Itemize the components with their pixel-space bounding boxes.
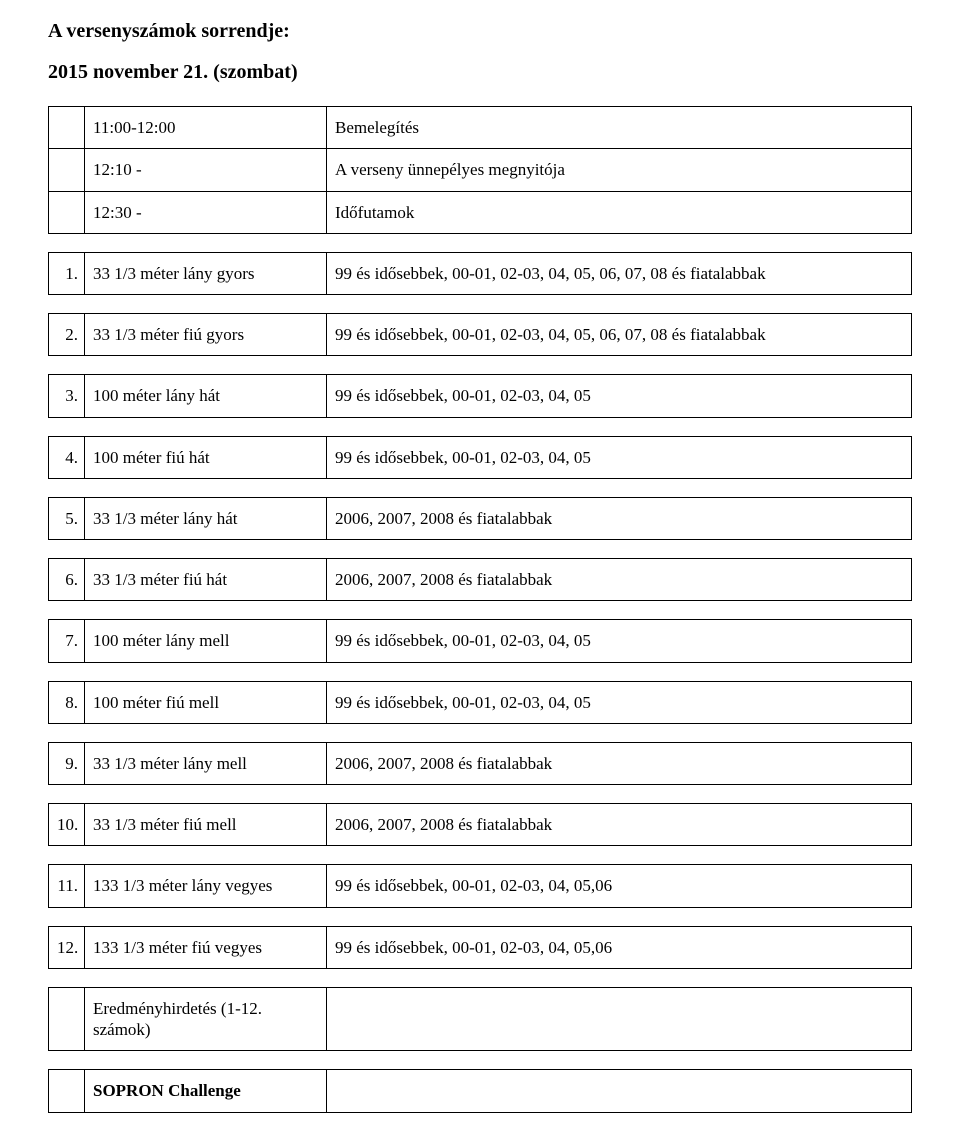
closing-empty bbox=[327, 1070, 912, 1112]
table-row: SOPRON Challenge bbox=[49, 1070, 912, 1112]
event-name: 133 1/3 méter fiú vegyes bbox=[85, 926, 327, 968]
event-name: 100 méter lány hát bbox=[85, 375, 327, 417]
event-number: 2. bbox=[49, 314, 85, 356]
spacer-table bbox=[48, 234, 912, 252]
event-category: 99 és idősebbek, 00-01, 02-03, 04, 05, 0… bbox=[327, 252, 912, 294]
event-category: 99 és idősebbek, 00-01, 02-03, 04, 05 bbox=[327, 436, 912, 478]
event-number: 5. bbox=[49, 497, 85, 539]
event-category: 2006, 2007, 2008 és fiatalabbak bbox=[327, 804, 912, 846]
table-row: Eredményhirdetés (1-12. számok) bbox=[49, 987, 912, 1051]
table-row: 8. 100 méter fiú mell 99 és idősebbek, 0… bbox=[49, 681, 912, 723]
event-number bbox=[49, 1070, 85, 1112]
spacer-row bbox=[49, 295, 912, 314]
table-row: 5. 33 1/3 méter lány hát 2006, 2007, 200… bbox=[49, 497, 912, 539]
event-number: 9. bbox=[49, 742, 85, 784]
event-number: 7. bbox=[49, 620, 85, 662]
spacer-row bbox=[49, 540, 912, 559]
table-row: 9. 33 1/3 méter lány mell 2006, 2007, 20… bbox=[49, 742, 912, 784]
table-row: 11. 133 1/3 méter lány vegyes 99 és idős… bbox=[49, 865, 912, 907]
page-title: A versenyszámok sorrendje: bbox=[48, 20, 912, 43]
closing-empty bbox=[327, 987, 912, 1051]
cell-desc: A verseny ünnepélyes megnyitója bbox=[327, 149, 912, 191]
page: A versenyszámok sorrendje: 2015 november… bbox=[0, 0, 960, 1145]
table-row: 3. 100 méter lány hát 99 és idősebbek, 0… bbox=[49, 375, 912, 417]
table-row: 12:10 - A verseny ünnepélyes megnyitója bbox=[49, 149, 912, 191]
event-name: 33 1/3 méter lány gyors bbox=[85, 252, 327, 294]
spacer-row bbox=[49, 478, 912, 497]
event-category: 99 és idősebbek, 00-01, 02-03, 04, 05 bbox=[327, 681, 912, 723]
event-name: 33 1/3 méter lány hát bbox=[85, 497, 327, 539]
events-table: 1. 33 1/3 méter lány gyors 99 és idősebb… bbox=[48, 252, 912, 1113]
spacer-row bbox=[49, 968, 912, 987]
table-row: 10. 33 1/3 méter fiú mell 2006, 2007, 20… bbox=[49, 804, 912, 846]
cell-empty bbox=[49, 149, 85, 191]
spacer-row bbox=[49, 662, 912, 681]
cell-time: 11:00-12:00 bbox=[85, 107, 327, 149]
event-number: 1. bbox=[49, 252, 85, 294]
event-name: 33 1/3 méter lány mell bbox=[85, 742, 327, 784]
event-name: 33 1/3 méter fiú gyors bbox=[85, 314, 327, 356]
event-number: 12. bbox=[49, 926, 85, 968]
table-row: 7. 100 méter lány mell 99 és idősebbek, … bbox=[49, 620, 912, 662]
event-number: 11. bbox=[49, 865, 85, 907]
event-category: 99 és idősebbek, 00-01, 02-03, 04, 05 bbox=[327, 620, 912, 662]
event-number bbox=[49, 987, 85, 1051]
event-category: 99 és idősebbek, 00-01, 02-03, 04, 05, 0… bbox=[327, 314, 912, 356]
cell-time: 12:10 - bbox=[85, 149, 327, 191]
event-category: 2006, 2007, 2008 és fiatalabbak bbox=[327, 742, 912, 784]
spacer-row bbox=[49, 1051, 912, 1070]
event-number: 8. bbox=[49, 681, 85, 723]
event-name: 133 1/3 méter lány vegyes bbox=[85, 865, 327, 907]
event-name: 100 méter fiú mell bbox=[85, 681, 327, 723]
cell-empty bbox=[49, 107, 85, 149]
event-name: 33 1/3 méter fiú mell bbox=[85, 804, 327, 846]
spacer-row bbox=[49, 846, 912, 865]
cell-empty bbox=[49, 191, 85, 233]
table-row: 12:30 - Időfutamok bbox=[49, 191, 912, 233]
page-subtitle: 2015 november 21. (szombat) bbox=[48, 61, 912, 84]
closing-label: Eredményhirdetés (1-12. számok) bbox=[85, 987, 327, 1051]
table-row: 11:00-12:00 Bemelegítés bbox=[49, 107, 912, 149]
event-category: 99 és idősebbek, 00-01, 02-03, 04, 05,06 bbox=[327, 926, 912, 968]
cell-desc: Bemelegítés bbox=[327, 107, 912, 149]
event-number: 3. bbox=[49, 375, 85, 417]
event-category: 2006, 2007, 2008 és fiatalabbak bbox=[327, 497, 912, 539]
event-name: 100 méter lány mell bbox=[85, 620, 327, 662]
spacer-row bbox=[49, 723, 912, 742]
event-name: 33 1/3 méter fiú hát bbox=[85, 559, 327, 601]
table-row: 1. 33 1/3 méter lány gyors 99 és idősebb… bbox=[49, 252, 912, 294]
table-row: 12. 133 1/3 méter fiú vegyes 99 és időse… bbox=[49, 926, 912, 968]
event-category: 99 és idősebbek, 00-01, 02-03, 04, 05,06 bbox=[327, 865, 912, 907]
table-row: 4. 100 méter fiú hát 99 és idősebbek, 00… bbox=[49, 436, 912, 478]
event-name: 100 méter fiú hát bbox=[85, 436, 327, 478]
event-number: 4. bbox=[49, 436, 85, 478]
schedule-table: 11:00-12:00 Bemelegítés 12:10 - A versen… bbox=[48, 106, 912, 234]
spacer-row bbox=[49, 785, 912, 804]
event-number: 10. bbox=[49, 804, 85, 846]
cell-time: 12:30 - bbox=[85, 191, 327, 233]
event-category: 2006, 2007, 2008 és fiatalabbak bbox=[327, 559, 912, 601]
spacer-row bbox=[49, 907, 912, 926]
closing-label: SOPRON Challenge bbox=[85, 1070, 327, 1112]
event-category: 99 és idősebbek, 00-01, 02-03, 04, 05 bbox=[327, 375, 912, 417]
spacer-row bbox=[49, 601, 912, 620]
cell-desc: Időfutamok bbox=[327, 191, 912, 233]
table-row: 6. 33 1/3 méter fiú hát 2006, 2007, 2008… bbox=[49, 559, 912, 601]
spacer-row bbox=[49, 356, 912, 375]
spacer-row bbox=[49, 417, 912, 436]
event-number: 6. bbox=[49, 559, 85, 601]
table-row: 2. 33 1/3 méter fiú gyors 99 és idősebbe… bbox=[49, 314, 912, 356]
